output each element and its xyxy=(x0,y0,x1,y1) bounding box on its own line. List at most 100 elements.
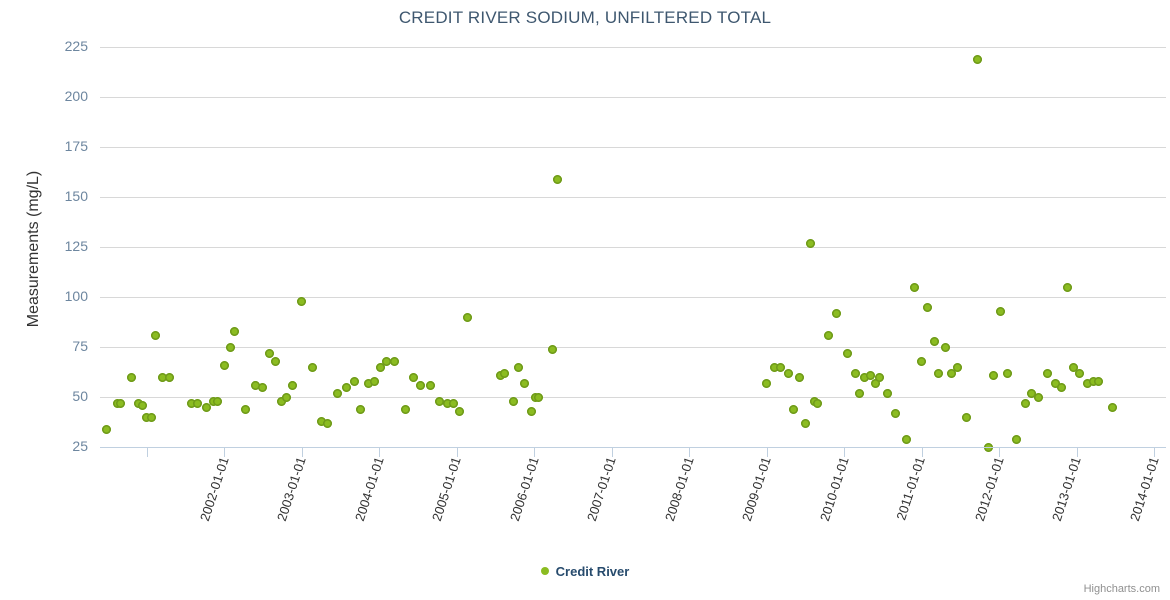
data-point[interactable] xyxy=(400,404,410,414)
data-point[interactable] xyxy=(258,382,268,392)
data-point[interactable] xyxy=(425,380,435,390)
data-point[interactable] xyxy=(842,348,852,358)
data-point[interactable] xyxy=(115,398,125,408)
data-point[interactable] xyxy=(369,376,379,386)
data-point[interactable] xyxy=(1050,378,1060,388)
data-point[interactable] xyxy=(800,418,810,428)
data-point[interactable] xyxy=(408,372,418,382)
data-point[interactable] xyxy=(382,356,392,366)
data-point[interactable] xyxy=(514,362,524,372)
data-point[interactable] xyxy=(805,238,815,248)
data-point[interactable] xyxy=(208,396,218,406)
data-point[interactable] xyxy=(126,372,136,382)
data-point[interactable] xyxy=(449,398,459,408)
data-point[interactable] xyxy=(776,362,786,372)
data-point[interactable] xyxy=(929,336,939,346)
data-point[interactable] xyxy=(952,362,962,372)
data-point[interactable] xyxy=(890,408,900,418)
data-point[interactable] xyxy=(552,174,562,184)
data-point[interactable] xyxy=(962,412,972,422)
data-point[interactable] xyxy=(1002,368,1012,378)
data-point[interactable] xyxy=(870,378,880,388)
data-point[interactable] xyxy=(202,402,212,412)
data-point[interactable] xyxy=(495,370,505,380)
data-point[interactable] xyxy=(813,398,823,408)
data-point[interactable] xyxy=(1042,368,1052,378)
data-point[interactable] xyxy=(442,398,452,408)
data-point[interactable] xyxy=(909,282,919,292)
data-point[interactable] xyxy=(788,404,798,414)
legend-item-credit-river[interactable]: Credit River xyxy=(540,563,629,579)
data-point[interactable] xyxy=(783,368,793,378)
data-point[interactable] xyxy=(317,416,327,426)
data-point[interactable] xyxy=(165,372,175,382)
data-point[interactable] xyxy=(1108,402,1117,412)
data-point[interactable] xyxy=(186,398,196,408)
data-point[interactable] xyxy=(988,370,998,380)
data-point[interactable] xyxy=(526,406,536,416)
data-point[interactable] xyxy=(1075,368,1085,378)
data-point[interactable] xyxy=(158,372,168,382)
data-point[interactable] xyxy=(832,308,841,318)
data-point[interactable] xyxy=(281,392,291,402)
data-point[interactable] xyxy=(509,396,519,406)
data-point[interactable] xyxy=(150,330,160,340)
data-point[interactable] xyxy=(1069,362,1079,372)
data-point[interactable] xyxy=(323,418,333,428)
data-point[interactable] xyxy=(230,326,240,336)
data-point[interactable] xyxy=(462,312,472,322)
data-point[interactable] xyxy=(500,368,510,378)
data-point[interactable] xyxy=(917,356,927,366)
data-point[interactable] xyxy=(225,342,235,352)
data-point[interactable] xyxy=(866,370,876,380)
data-point[interactable] xyxy=(1063,282,1073,292)
data-point[interactable] xyxy=(213,396,223,406)
data-point[interactable] xyxy=(850,368,860,378)
data-point[interactable] xyxy=(435,396,445,406)
data-point[interactable] xyxy=(875,372,885,382)
data-point[interactable] xyxy=(855,388,865,398)
data-point[interactable] xyxy=(376,362,386,372)
data-point[interactable] xyxy=(769,362,779,372)
data-point[interactable] xyxy=(934,368,944,378)
data-point[interactable] xyxy=(332,388,342,398)
data-point[interactable] xyxy=(1033,392,1043,402)
data-point[interactable] xyxy=(142,412,152,422)
data-point[interactable] xyxy=(264,348,274,358)
data-point[interactable] xyxy=(349,376,359,386)
data-point[interactable] xyxy=(534,392,544,402)
data-point[interactable] xyxy=(416,380,426,390)
data-point[interactable] xyxy=(342,382,352,392)
data-point[interactable] xyxy=(250,380,260,390)
data-point[interactable] xyxy=(1021,398,1031,408)
data-point[interactable] xyxy=(363,378,373,388)
data-point[interactable] xyxy=(824,330,834,340)
data-point[interactable] xyxy=(287,380,297,390)
data-point[interactable] xyxy=(973,54,983,64)
data-point[interactable] xyxy=(455,406,465,416)
data-point[interactable] xyxy=(859,372,869,382)
data-point[interactable] xyxy=(270,356,280,366)
data-point[interactable] xyxy=(901,434,911,444)
data-point[interactable] xyxy=(1011,434,1021,444)
data-point[interactable] xyxy=(219,360,229,370)
data-point[interactable] xyxy=(1083,378,1093,388)
data-point[interactable] xyxy=(146,412,156,422)
data-point[interactable] xyxy=(762,378,772,388)
chart-credits[interactable]: Highcharts.com xyxy=(1083,583,1160,595)
data-point[interactable] xyxy=(940,342,950,352)
data-point[interactable] xyxy=(1094,376,1104,386)
data-point[interactable] xyxy=(276,396,286,406)
data-point[interactable] xyxy=(138,400,148,410)
data-point[interactable] xyxy=(794,372,804,382)
data-point[interactable] xyxy=(883,388,893,398)
data-point[interactable] xyxy=(241,404,251,414)
data-point[interactable] xyxy=(193,398,203,408)
data-point[interactable] xyxy=(307,362,317,372)
data-point[interactable] xyxy=(923,302,933,312)
data-point[interactable] xyxy=(390,356,400,366)
data-point[interactable] xyxy=(297,296,307,306)
data-point[interactable] xyxy=(996,306,1006,316)
data-point[interactable] xyxy=(946,368,956,378)
data-point[interactable] xyxy=(520,378,530,388)
